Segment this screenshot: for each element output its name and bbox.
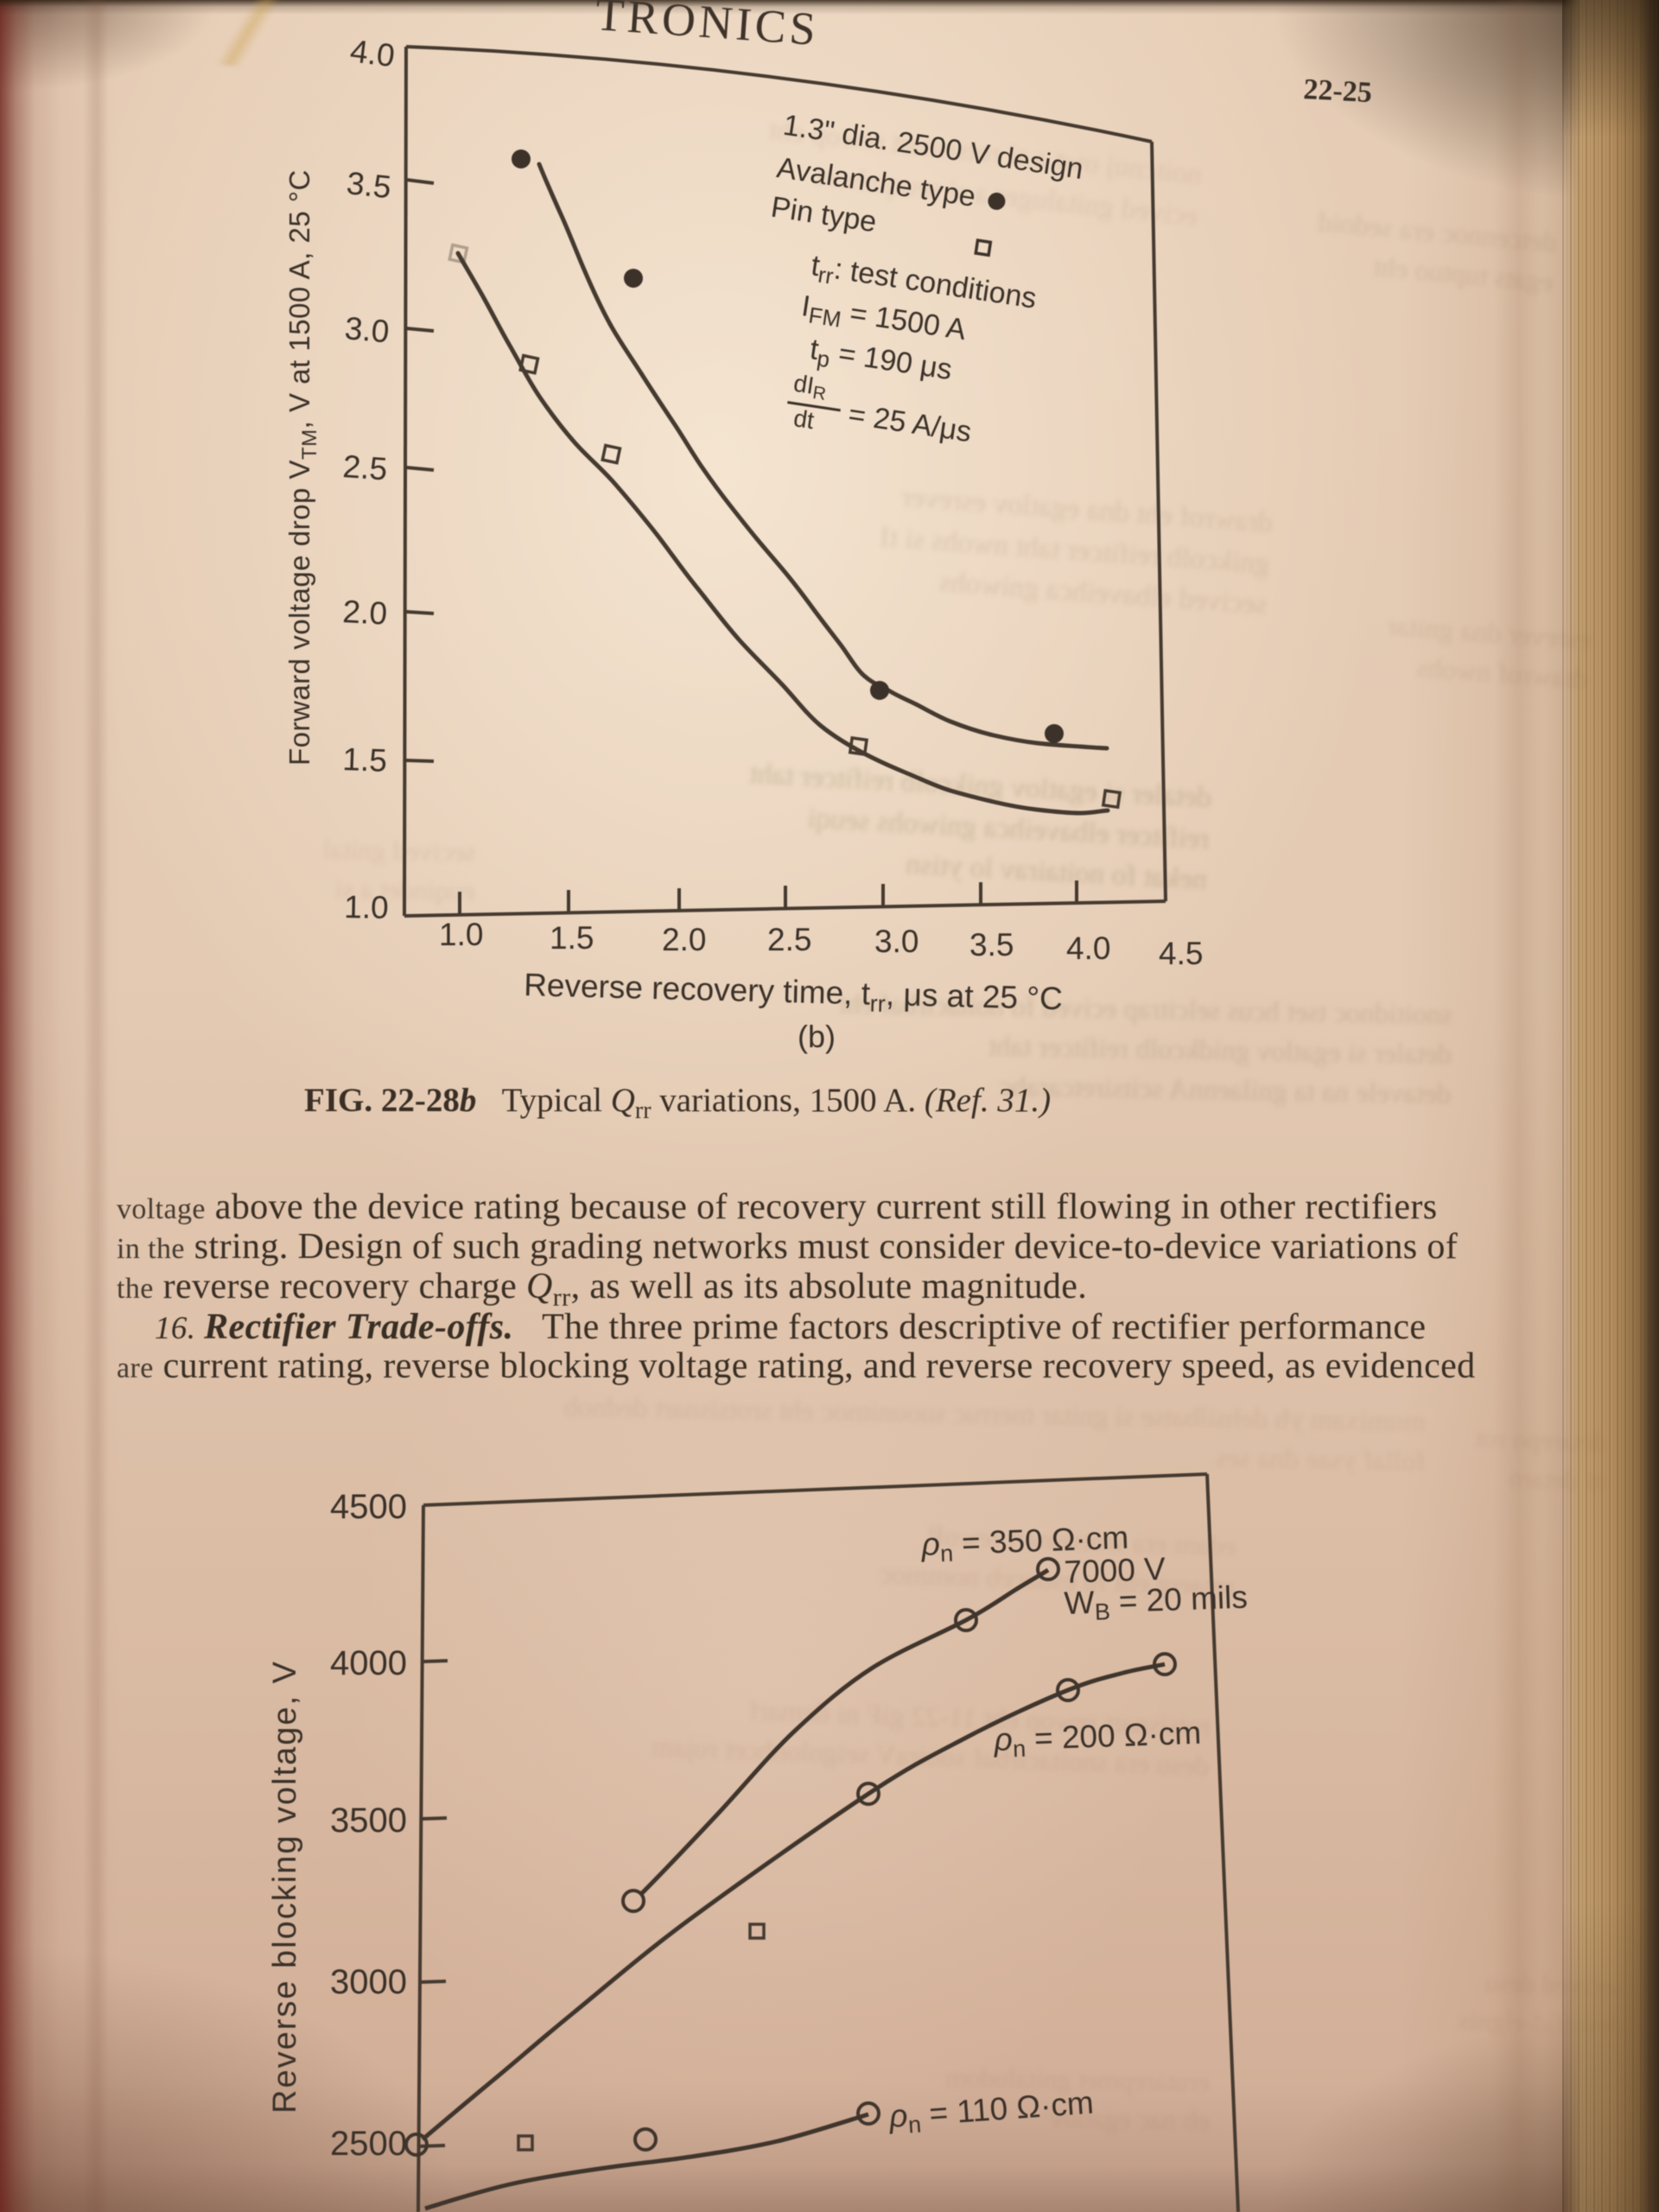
svg-text:FIG. 22-28b Typical Qrr vari: FIG. 22-28b Typical Qrr variations, 1500… (304, 1082, 1051, 1124)
svg-text:TRONICS: TRONICS (594, 0, 821, 55)
svg-text:dt: dt (792, 404, 817, 434)
svg-text:1.5: 1.5 (550, 920, 594, 956)
svg-text:dIR: dIR (791, 370, 829, 404)
svg-text:2.5: 2.5 (767, 922, 811, 957)
svg-text:16. Rectifier Trade-offs. Th: 16. Rectifier Trade-offs. The three prim… (155, 1307, 1426, 1347)
svg-text:2.0: 2.0 (342, 594, 389, 632)
svg-text:3500: 3500 (330, 1802, 407, 1840)
svg-text:3.5: 3.5 (969, 927, 1014, 963)
svg-text:ρn = 200 Ω·cm: ρn = 200 Ω·cm (993, 1715, 1202, 1763)
svg-text:WB = 20 mils: WB = 20 mils (1064, 1580, 1249, 1626)
svg-text:4.0: 4.0 (1066, 931, 1110, 966)
svg-text:Reverse recovery time, trr, μs: Reverse recovery time, trr, μs at 25 °C (524, 967, 1064, 1021)
svg-text:ρn = 350 Ω·cm: ρn = 350 Ω·cm (920, 1520, 1129, 1567)
svg-text:3.0: 3.0 (343, 310, 391, 349)
svg-text:voltage above the device ratin: voltage above the device rating because … (117, 1187, 1438, 1227)
svg-text:4500: 4500 (330, 1488, 407, 1526)
svg-text:ρn = 110 Ω·cm: ρn = 110 Ω·cm (887, 2085, 1096, 2139)
svg-text:in the string. Design of such: in the string. Design of such grading ne… (117, 1227, 1458, 1267)
svg-text:4.0: 4.0 (348, 33, 397, 73)
svg-text:3.5: 3.5 (345, 165, 392, 205)
svg-text:4000: 4000 (330, 1644, 407, 1682)
svg-text:4.5: 4.5 (1159, 936, 1203, 971)
svg-text:2.5: 2.5 (341, 448, 388, 486)
svg-text:Reverse blocking voltage, V: Reverse blocking voltage, V (267, 1660, 303, 2113)
svg-text:Pin type: Pin type (769, 191, 879, 239)
svg-text:the reverse recovery charge Qr: the reverse recovery charge Qrr, as well… (117, 1267, 1087, 1312)
svg-text:1.5: 1.5 (342, 741, 388, 779)
svg-text:= 25 A/μs: = 25 A/μs (846, 397, 973, 448)
svg-text:1.0: 1.0 (439, 917, 483, 952)
svg-text:1.0: 1.0 (344, 889, 389, 925)
svg-text:Forward voltage drop VTM, V at: Forward voltage drop VTM, V at 1500 A, 2… (283, 169, 321, 766)
svg-text:2.0: 2.0 (662, 922, 706, 957)
svg-text:3000: 3000 (330, 1963, 407, 2001)
svg-text:(b): (b) (798, 1019, 836, 1054)
svg-text:22-25: 22-25 (1303, 73, 1373, 109)
svg-text:are current rating, reverse bl: are current rating, reverse blocking vol… (117, 1346, 1476, 1386)
svg-text:3.0: 3.0 (874, 924, 918, 959)
svg-text:2500: 2500 (330, 2125, 407, 2163)
svg-text:7000 V: 7000 V (1064, 1551, 1166, 1590)
